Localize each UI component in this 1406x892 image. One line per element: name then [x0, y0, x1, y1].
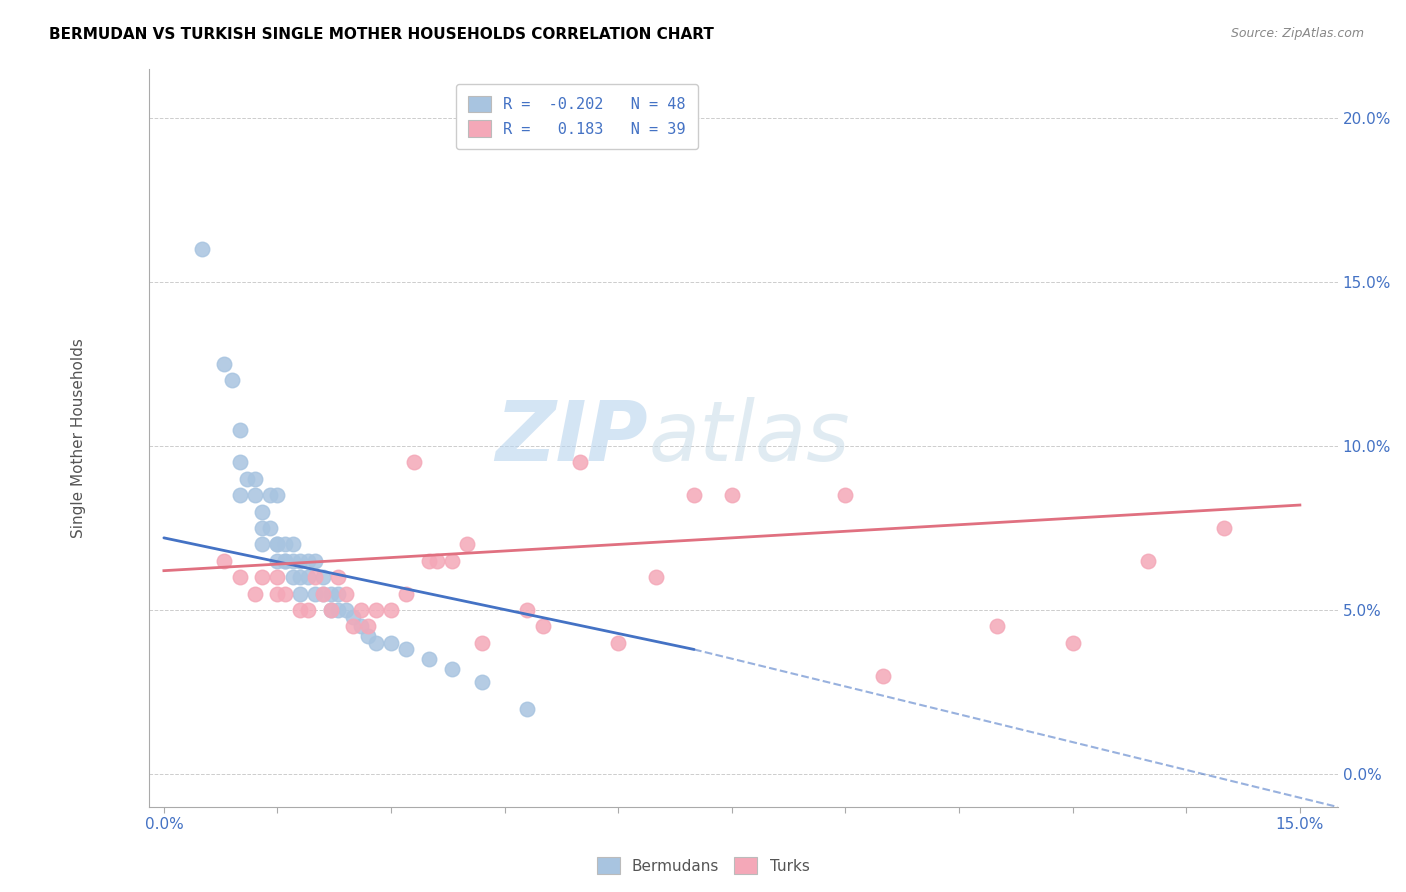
- Point: [274, 537, 297, 551]
- Text: BERMUDAN VS TURKISH SINGLE MOTHER HOUSEHOLDS CORRELATION CHART: BERMUDAN VS TURKISH SINGLE MOTHER HOUSEH…: [49, 27, 714, 42]
- Point: [190, 242, 212, 256]
- Point: [297, 570, 319, 584]
- Point: [281, 554, 304, 568]
- Point: [645, 570, 668, 584]
- Point: [236, 472, 259, 486]
- Point: [319, 587, 342, 601]
- Point: [350, 619, 373, 633]
- Point: [364, 603, 387, 617]
- Point: [252, 570, 274, 584]
- Point: [252, 521, 274, 535]
- Point: [304, 587, 326, 601]
- Point: [721, 488, 744, 502]
- Point: [516, 701, 538, 715]
- Point: [319, 603, 342, 617]
- Point: [425, 554, 447, 568]
- Point: [214, 357, 236, 371]
- Point: [252, 537, 274, 551]
- Point: [312, 570, 335, 584]
- Point: [290, 603, 312, 617]
- Point: [252, 505, 274, 519]
- Point: [266, 537, 288, 551]
- Point: [395, 587, 418, 601]
- Point: [1062, 636, 1084, 650]
- Point: [228, 423, 250, 437]
- Point: [986, 619, 1008, 633]
- Point: [319, 603, 342, 617]
- Point: [281, 537, 304, 551]
- Point: [380, 636, 402, 650]
- Point: [304, 570, 326, 584]
- Point: [312, 587, 335, 601]
- Point: [259, 488, 281, 502]
- Point: [221, 373, 243, 387]
- Point: [418, 652, 440, 666]
- Point: [456, 537, 478, 551]
- Point: [326, 603, 349, 617]
- Point: [214, 554, 236, 568]
- Point: [297, 554, 319, 568]
- Point: [357, 629, 380, 643]
- Point: [281, 570, 304, 584]
- Point: [342, 609, 364, 624]
- Point: [243, 488, 266, 502]
- Point: [304, 554, 326, 568]
- Point: [266, 537, 288, 551]
- Point: [607, 636, 630, 650]
- Point: [357, 619, 380, 633]
- Point: [380, 603, 402, 617]
- Point: [266, 554, 288, 568]
- Point: [266, 488, 288, 502]
- Point: [297, 603, 319, 617]
- Legend: Bermudans, Turks: Bermudans, Turks: [591, 851, 815, 880]
- Point: [471, 675, 494, 690]
- Point: [350, 603, 373, 617]
- Point: [471, 636, 494, 650]
- Y-axis label: Single Mother Households: Single Mother Households: [72, 338, 86, 538]
- Point: [402, 455, 425, 469]
- Point: [683, 488, 706, 502]
- Point: [1137, 554, 1160, 568]
- Point: [1213, 521, 1236, 535]
- Point: [326, 587, 349, 601]
- Legend: R =  -0.202   N = 48, R =   0.183   N = 39: R = -0.202 N = 48, R = 0.183 N = 39: [456, 84, 697, 149]
- Point: [440, 662, 463, 676]
- Point: [274, 554, 297, 568]
- Point: [259, 521, 281, 535]
- Point: [516, 603, 538, 617]
- Point: [243, 472, 266, 486]
- Point: [872, 669, 894, 683]
- Point: [364, 636, 387, 650]
- Text: atlas: atlas: [648, 397, 849, 478]
- Text: Source: ZipAtlas.com: Source: ZipAtlas.com: [1230, 27, 1364, 40]
- Point: [834, 488, 856, 502]
- Point: [290, 570, 312, 584]
- Point: [531, 619, 554, 633]
- Point: [228, 570, 250, 584]
- Point: [569, 455, 592, 469]
- Point: [335, 587, 357, 601]
- Point: [274, 587, 297, 601]
- Point: [290, 554, 312, 568]
- Point: [243, 587, 266, 601]
- Point: [395, 642, 418, 657]
- Point: [440, 554, 463, 568]
- Point: [335, 603, 357, 617]
- Point: [290, 587, 312, 601]
- Point: [228, 488, 250, 502]
- Point: [266, 587, 288, 601]
- Point: [266, 570, 288, 584]
- Point: [274, 554, 297, 568]
- Point: [312, 587, 335, 601]
- Point: [326, 570, 349, 584]
- Point: [418, 554, 440, 568]
- Point: [228, 455, 250, 469]
- Text: ZIP: ZIP: [495, 397, 648, 478]
- Point: [342, 619, 364, 633]
